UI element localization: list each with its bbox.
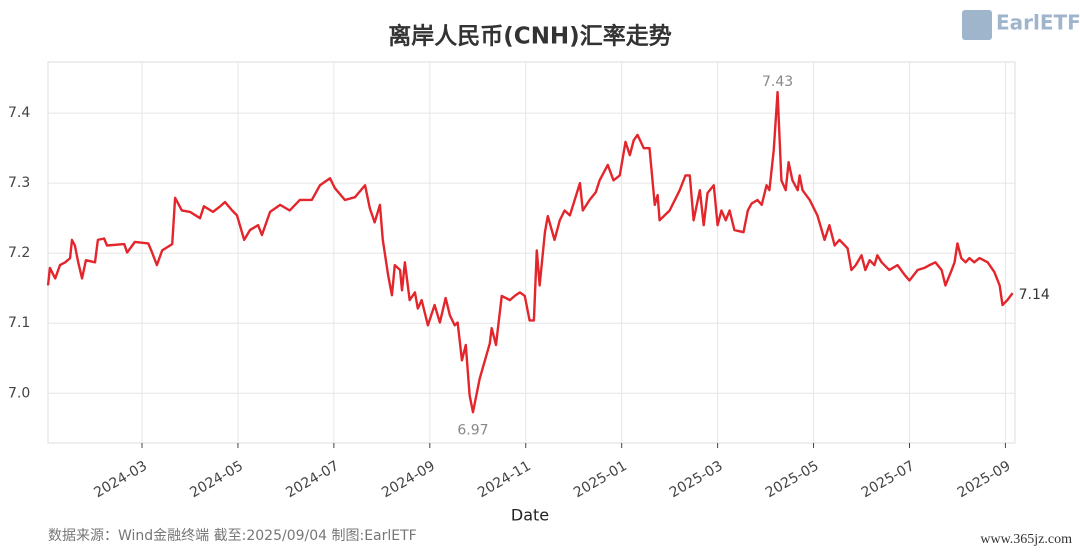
- x-tick-label: 2025-05: [763, 458, 822, 501]
- data-label: 7.43: [762, 74, 793, 90]
- x-tick-label: 2025-03: [667, 458, 726, 501]
- x-tick-label: 2025-07: [859, 458, 918, 501]
- y-tick-label: 7.3: [8, 175, 30, 191]
- y-tick-label: 7.0: [8, 385, 30, 401]
- x-tick-label: 2024-03: [91, 458, 150, 501]
- x-tick-label: 2024-05: [187, 458, 246, 501]
- y-tick-label: 7.2: [8, 245, 30, 261]
- x-tick-label: 2024-09: [379, 458, 438, 501]
- footer: 数据来源：Wind金融终端 截至:2025/09/04 制图:EarlETF: [48, 528, 417, 544]
- x-tick-label: 2024-07: [283, 458, 342, 501]
- data-label: 6.97: [457, 422, 488, 438]
- logo-icon: [962, 10, 992, 40]
- x-tick-label: 2025-01: [571, 458, 630, 501]
- x-tick-label: 2025-09: [955, 458, 1014, 501]
- x-tick-label: 2024-11: [475, 458, 534, 501]
- price-line: [46, 90, 1014, 414]
- logo-text: EarlETF: [996, 11, 1080, 35]
- grid: [48, 62, 1015, 443]
- y-tick-label: 7.4: [8, 105, 30, 121]
- x-axis-label: Date: [511, 506, 549, 525]
- watermark: www.365jz.com: [980, 532, 1072, 547]
- y-tick-label: 7.1: [8, 315, 30, 331]
- chart-title: 离岸人民币(CNH)汇率走势: [388, 23, 671, 50]
- plot-frame: [47, 61, 1016, 444]
- data-label: 7.14: [1019, 287, 1050, 303]
- logo: EarlETF: [962, 10, 1080, 40]
